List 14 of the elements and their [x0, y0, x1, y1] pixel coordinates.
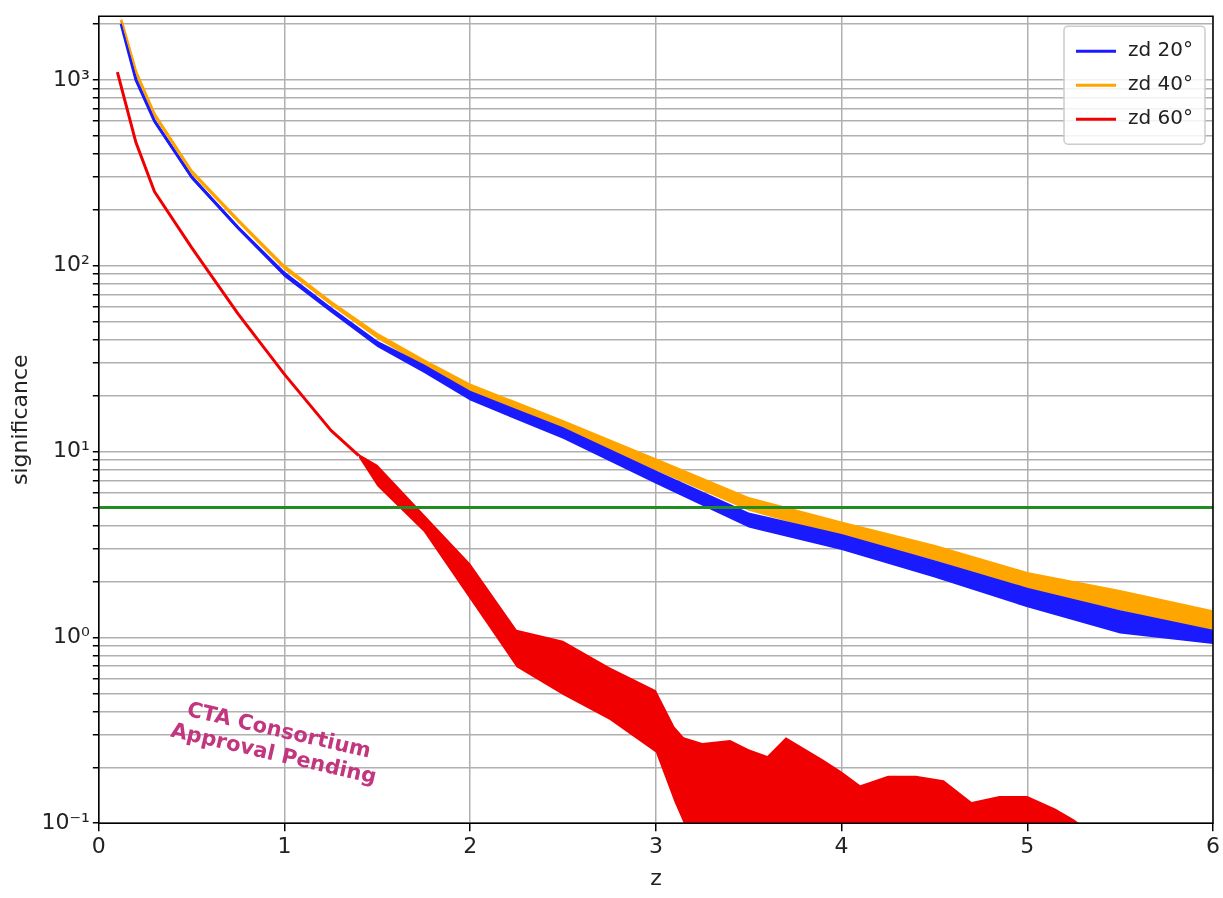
x-axis-title: z — [650, 864, 662, 890]
y-tick-label: 10² — [53, 251, 90, 277]
x-tick-label: 2 — [463, 833, 478, 859]
x-tick-label: 4 — [834, 833, 849, 859]
x-tick-label: 6 — [1206, 833, 1220, 859]
y-tick-label: 10³ — [53, 65, 90, 91]
y-axis-title: significance — [6, 354, 32, 485]
x-tick-label: 1 — [277, 833, 292, 859]
y-tick-label: 10⁰ — [53, 623, 90, 649]
x-tick-label: 3 — [648, 833, 663, 859]
y-tick-label: 10¹ — [53, 437, 90, 463]
x-tick-label: 5 — [1020, 833, 1035, 859]
y-tick-label: 10⁻¹ — [41, 808, 90, 834]
x-tick-label: 0 — [91, 833, 106, 859]
